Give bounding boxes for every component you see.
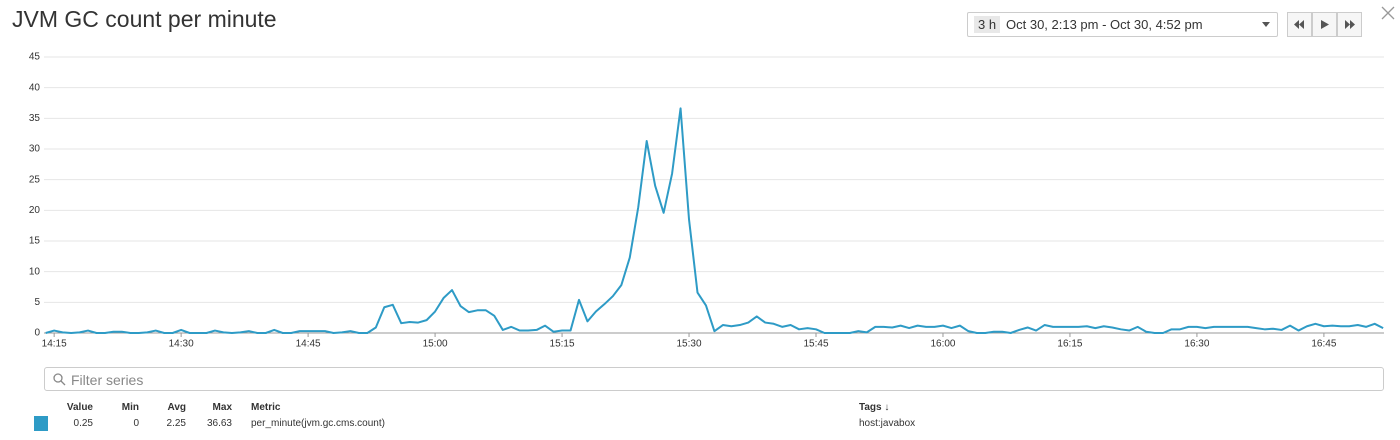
- y-tick-label: 35: [29, 113, 41, 124]
- y-tick-label: 20: [29, 205, 41, 216]
- x-tick-label: 16:15: [1057, 339, 1082, 350]
- filter-placeholder: Filter series: [71, 372, 144, 388]
- forward-button[interactable]: [1337, 12, 1362, 37]
- play-button[interactable]: [1312, 12, 1337, 37]
- time-span: 3 h: [974, 16, 1001, 33]
- legend-swatch: [34, 416, 48, 431]
- y-tick-label: 40: [29, 82, 41, 93]
- x-tick-label: 16:30: [1184, 339, 1209, 350]
- icon: [1345, 20, 1355, 29]
- x-tick-label: 15:15: [550, 339, 575, 350]
- cell: 36.63: [206, 418, 232, 429]
- header: Avg: [167, 402, 186, 413]
- close-button[interactable]: [1381, 6, 1395, 20]
- x-tick-label: 15:30: [677, 339, 702, 350]
- x-tick-label: 14:30: [169, 339, 194, 350]
- icon: [1294, 20, 1304, 29]
- filter-input[interactable]: Filter series: [44, 367, 1384, 391]
- y-tick-label: 25: [29, 174, 41, 185]
- cell: 0: [133, 418, 139, 429]
- y-tick-label: 0: [34, 328, 40, 339]
- y-tick-label: 30: [29, 144, 41, 155]
- series-line: [45, 107, 1384, 334]
- x-tick-label: 16:00: [930, 339, 955, 350]
- time-range: Oct 30, 2:13 pm - Oct 30, 4:52 pm: [1006, 17, 1203, 32]
- x-tick-label: 15:00: [423, 339, 448, 350]
- header: Metric: [251, 402, 281, 413]
- x-tick-label: 14:15: [42, 339, 67, 350]
- y-tick-label: 15: [29, 236, 41, 247]
- cell: 2.25: [166, 418, 186, 429]
- legend-metric: per_minute(jvm.gc.cms.count): [251, 418, 385, 429]
- title: JVM GC count per minute: [12, 6, 277, 32]
- chart: 0 5 10 15 20 25 30 35 40 45 14:15 14:30 14:45 15:00 15…: [29, 52, 1384, 350]
- back-button[interactable]: [1287, 12, 1312, 37]
- header: Value: [66, 402, 93, 413]
- icon: [1321, 20, 1329, 29]
- y-tick-label: 45: [29, 52, 41, 63]
- search-icon: [53, 373, 66, 386]
- cell: 0.25: [73, 418, 93, 429]
- header: Max: [212, 402, 232, 413]
- x-tick-label: 15:45: [803, 339, 828, 350]
- x-tick-label: 14:45: [296, 339, 321, 350]
- time-picker[interactable]: 3 h Oct 30, 2:13 pm - Oct 30, 4:52 pm: [967, 12, 1278, 37]
- header[interactable]: Tags ↓: [859, 402, 890, 413]
- x-tick-label: 16:45: [1311, 339, 1336, 350]
- cell: host:javabox: [859, 418, 916, 429]
- header: Min: [121, 402, 139, 413]
- dropdown-caret: [1262, 22, 1270, 27]
- y-tick-label: 5: [34, 297, 40, 308]
- y-tick-label: 10: [29, 266, 41, 277]
